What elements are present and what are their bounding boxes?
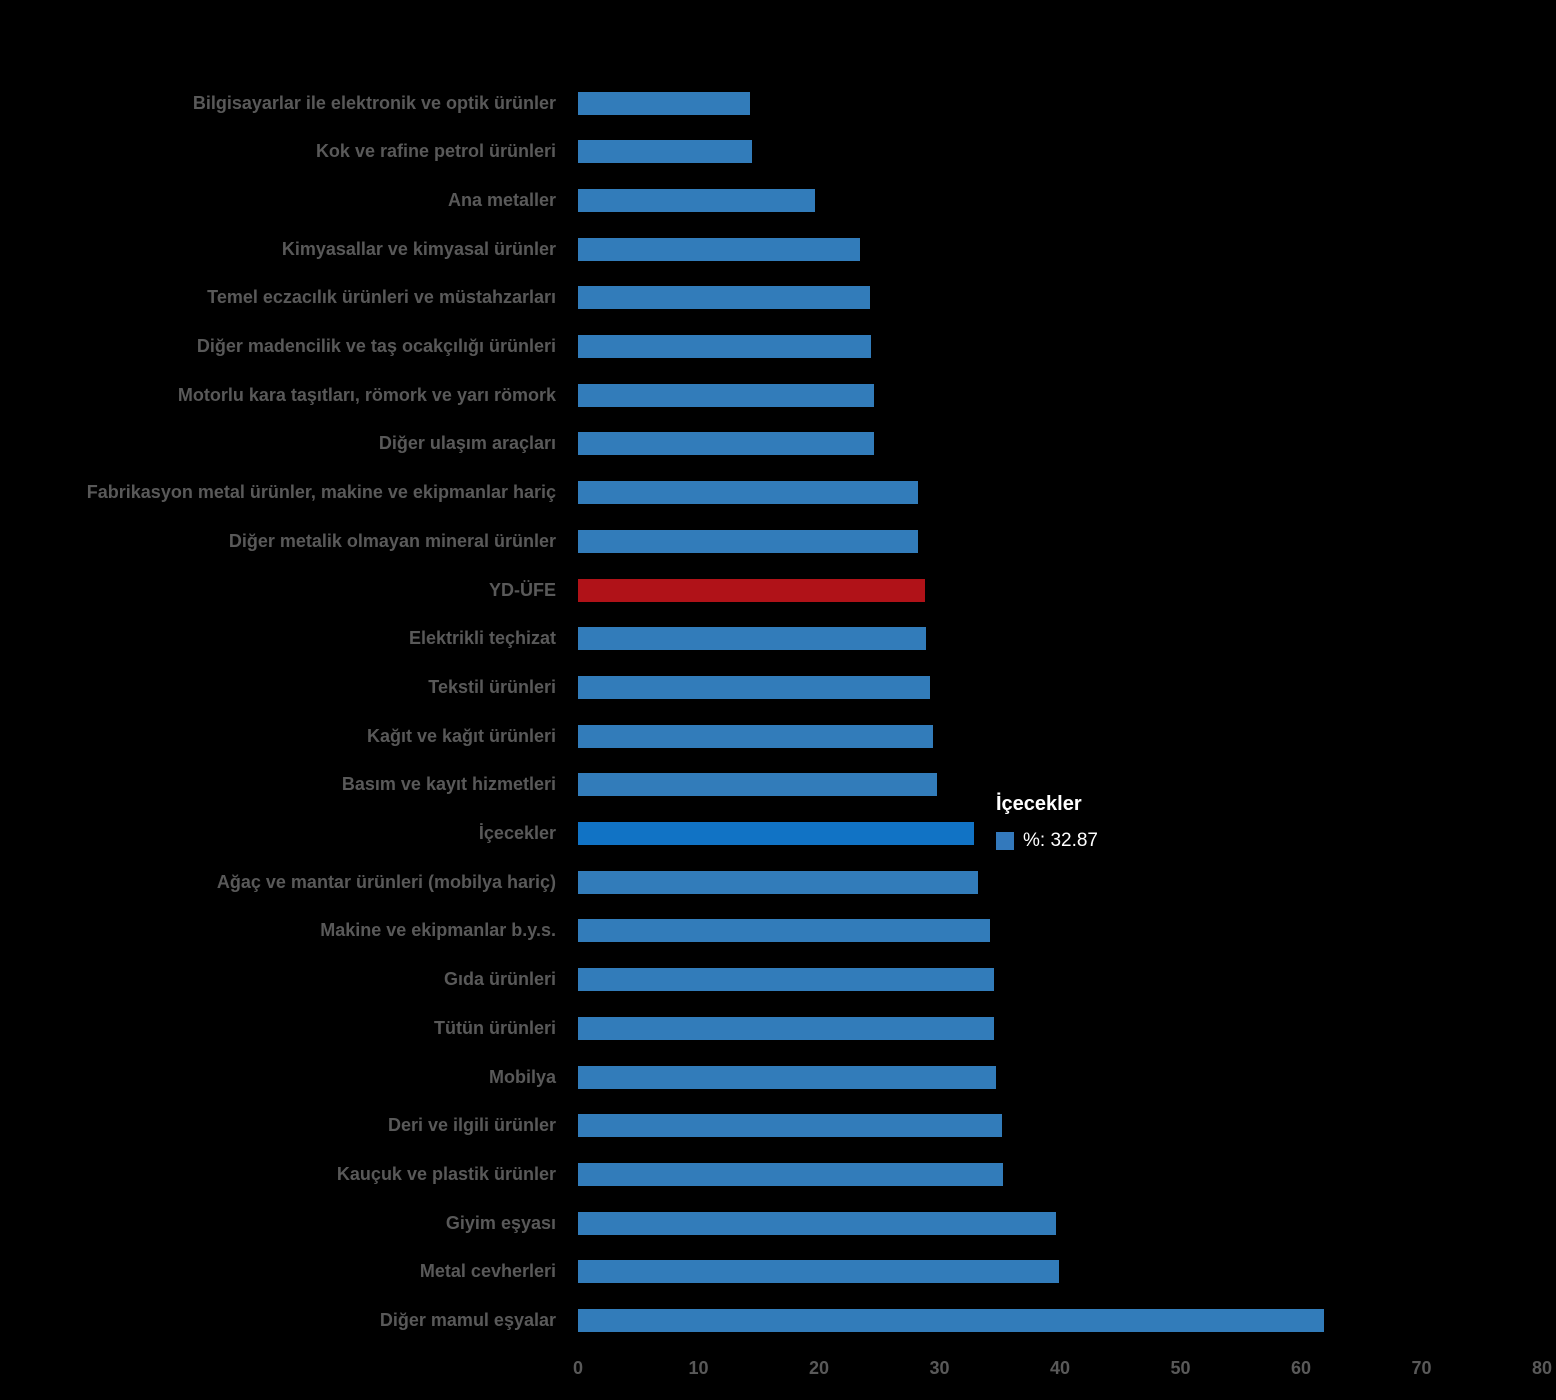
- bar[interactable]: [578, 822, 975, 845]
- bar[interactable]: [578, 578, 926, 602]
- category-label: Makine ve ekipmanlar b.y.s.: [320, 920, 556, 941]
- category-label: Kauçuk ve plastik ürünler: [336, 1163, 556, 1184]
- tooltip-title: İçecekler: [996, 793, 1082, 815]
- x-axis-tick-label: 20: [808, 1358, 830, 1378]
- bar[interactable]: [578, 1065, 997, 1089]
- category-label: Bilgisayarlar ile elektronik ve optik ür…: [192, 92, 556, 113]
- category-label: Diğer mamul eşyalar: [379, 1310, 556, 1330]
- category-label: Ağaç ve mantar ürünleri (mobilya hariç): [216, 871, 556, 892]
- bar[interactable]: [578, 773, 938, 797]
- category-label: Kimyasallar ve kimyasal ürünler: [281, 238, 556, 259]
- category-label: YD-ÜFE: [489, 579, 556, 600]
- category-label: Metal cevherleri: [419, 1261, 556, 1282]
- category-label: Elektrikli teçhizat: [408, 628, 556, 649]
- tooltip: İçecekler %: 32.87: [996, 793, 1098, 852]
- tooltip-value-row: %: 32.87: [996, 830, 1098, 852]
- bar[interactable]: [578, 919, 991, 943]
- bar[interactable]: [578, 237, 860, 261]
- category-label: Temel eczacılık ürünleri ve müstahzarlar…: [207, 287, 556, 308]
- bar[interactable]: [578, 1309, 1324, 1332]
- category-label: Gıda ürünleri: [443, 969, 556, 990]
- category-label: Tekstil ürünleri: [428, 676, 556, 697]
- category-label: Motorlu kara taşıtları, römork ve yarı r…: [177, 384, 556, 405]
- category-label: Ana metaller: [447, 189, 556, 210]
- bar[interactable]: [578, 675, 930, 699]
- bar[interactable]: [578, 140, 752, 164]
- x-axis-tick-label: 80: [1531, 1358, 1553, 1378]
- category-label: Kok ve rafine petrol ürünleri: [315, 141, 556, 162]
- series-swatch-icon: [996, 832, 1014, 850]
- x-axis-tick-label: 0: [572, 1358, 584, 1378]
- category-label: Diğer metalik olmayan mineral ürünler: [228, 530, 556, 551]
- bar[interactable]: [578, 724, 934, 748]
- category-label: Kağıt ve kağıt ürünleri: [366, 725, 556, 746]
- x-axis-tick-label: 30: [929, 1358, 950, 1378]
- bar[interactable]: [578, 627, 927, 651]
- category-label: Giyim eşyası: [445, 1212, 556, 1233]
- category-label: Diğer madencilik ve taş ocakçılığı ürünl…: [196, 336, 556, 356]
- bar[interactable]: [578, 481, 918, 505]
- x-axis-tick-label: 10: [688, 1358, 709, 1378]
- bar[interactable]: [578, 529, 918, 553]
- bar[interactable]: [578, 1114, 1003, 1138]
- bar[interactable]: [578, 188, 816, 212]
- tooltip-value: %: 32.87: [1023, 830, 1098, 851]
- bar[interactable]: [578, 335, 871, 358]
- x-axis-tick-label: 50: [1170, 1358, 1191, 1378]
- bar[interactable]: [578, 383, 875, 407]
- bar[interactable]: [578, 968, 994, 992]
- x-axis-tick-label: 60: [1290, 1358, 1312, 1378]
- bar[interactable]: [578, 286, 870, 310]
- bar[interactable]: [578, 91, 751, 115]
- category-label: Deri ve ilgili ürünler: [387, 1115, 556, 1136]
- category-label: İçecekler: [478, 823, 556, 843]
- category-label: Diğer ulaşım araçları: [378, 433, 556, 454]
- bar[interactable]: [578, 1211, 1057, 1235]
- bar[interactable]: [578, 1162, 1004, 1186]
- bar[interactable]: [578, 870, 979, 894]
- category-label: Basım ve kayıt hizmetleri: [341, 774, 556, 795]
- x-axis-tick-label: 70: [1411, 1358, 1432, 1378]
- x-axis-tick-label: 40: [1049, 1358, 1071, 1378]
- category-label: Fabrikasyon metal ürünler, makine ve eki…: [86, 482, 556, 503]
- bar[interactable]: [578, 432, 875, 456]
- category-label: Mobilya: [488, 1066, 556, 1087]
- bar[interactable]: [578, 1016, 994, 1040]
- bar[interactable]: [578, 1260, 1059, 1284]
- category-label: Tütün ürünleri: [434, 1017, 556, 1038]
